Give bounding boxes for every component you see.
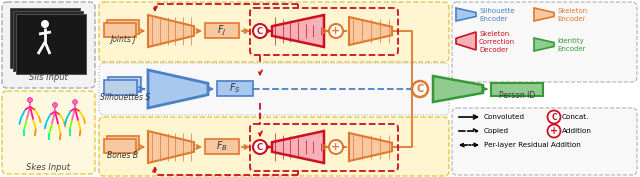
Circle shape bbox=[329, 24, 343, 38]
Circle shape bbox=[412, 81, 428, 97]
Circle shape bbox=[73, 100, 77, 104]
Circle shape bbox=[253, 140, 267, 154]
Text: Silhouette
Encoder: Silhouette Encoder bbox=[479, 8, 515, 22]
Text: $F_B$: $F_B$ bbox=[216, 140, 228, 153]
Polygon shape bbox=[433, 76, 483, 102]
Circle shape bbox=[547, 124, 561, 138]
Bar bbox=[217, 81, 253, 96]
Polygon shape bbox=[349, 17, 392, 45]
Text: Addition: Addition bbox=[562, 128, 592, 134]
FancyBboxPatch shape bbox=[452, 2, 637, 82]
Polygon shape bbox=[148, 70, 208, 108]
Text: $F_S$: $F_S$ bbox=[229, 82, 241, 95]
Text: Person ID: Person ID bbox=[499, 92, 535, 101]
FancyBboxPatch shape bbox=[2, 91, 95, 174]
Text: Joints J: Joints J bbox=[110, 35, 136, 44]
Text: Sils Input: Sils Input bbox=[29, 73, 67, 81]
Bar bbox=[108, 77, 141, 92]
Bar bbox=[13, 11, 83, 71]
FancyBboxPatch shape bbox=[452, 108, 637, 175]
Text: Copied: Copied bbox=[484, 128, 509, 134]
Text: Bones B: Bones B bbox=[108, 150, 139, 159]
Text: $F_J$: $F_J$ bbox=[218, 23, 227, 38]
Text: Identity
Encoder: Identity Encoder bbox=[557, 38, 586, 52]
Text: C: C bbox=[417, 84, 424, 94]
Bar bbox=[104, 23, 136, 37]
Circle shape bbox=[547, 110, 561, 124]
Bar bbox=[205, 23, 239, 38]
Text: +: + bbox=[332, 142, 340, 152]
Polygon shape bbox=[534, 38, 554, 51]
Polygon shape bbox=[534, 8, 554, 21]
Text: Skes Input: Skes Input bbox=[26, 164, 70, 173]
Circle shape bbox=[52, 103, 58, 107]
Bar bbox=[491, 83, 543, 96]
FancyBboxPatch shape bbox=[99, 63, 449, 115]
FancyBboxPatch shape bbox=[99, 117, 449, 176]
Circle shape bbox=[41, 20, 49, 28]
Text: Silhouettes S: Silhouettes S bbox=[100, 93, 150, 101]
Text: C: C bbox=[257, 142, 263, 152]
Text: C: C bbox=[257, 27, 263, 36]
Circle shape bbox=[329, 140, 343, 154]
Bar bbox=[205, 139, 239, 154]
Bar bbox=[107, 20, 139, 34]
Polygon shape bbox=[272, 15, 324, 47]
FancyBboxPatch shape bbox=[2, 2, 95, 88]
FancyBboxPatch shape bbox=[99, 2, 449, 62]
Bar bbox=[16, 14, 86, 74]
Bar bbox=[10, 8, 80, 68]
Polygon shape bbox=[148, 15, 194, 47]
Circle shape bbox=[253, 24, 267, 38]
Polygon shape bbox=[349, 133, 392, 161]
Bar bbox=[107, 136, 139, 150]
Text: Skeleton
Correction
Decoder: Skeleton Correction Decoder bbox=[479, 32, 515, 53]
Text: +: + bbox=[550, 126, 558, 136]
Text: Skeleton
Encoder: Skeleton Encoder bbox=[557, 8, 588, 22]
Text: Convoluted: Convoluted bbox=[484, 114, 525, 120]
Text: C: C bbox=[551, 113, 557, 121]
Bar bbox=[104, 80, 137, 95]
Polygon shape bbox=[148, 131, 194, 163]
Circle shape bbox=[28, 98, 33, 102]
Text: Per-layer Residual Addition: Per-layer Residual Addition bbox=[484, 142, 580, 148]
Bar bbox=[104, 139, 136, 153]
Polygon shape bbox=[272, 131, 324, 163]
Polygon shape bbox=[456, 8, 476, 21]
Text: +: + bbox=[332, 26, 340, 36]
Text: Concat.: Concat. bbox=[562, 114, 589, 120]
Polygon shape bbox=[456, 32, 476, 50]
